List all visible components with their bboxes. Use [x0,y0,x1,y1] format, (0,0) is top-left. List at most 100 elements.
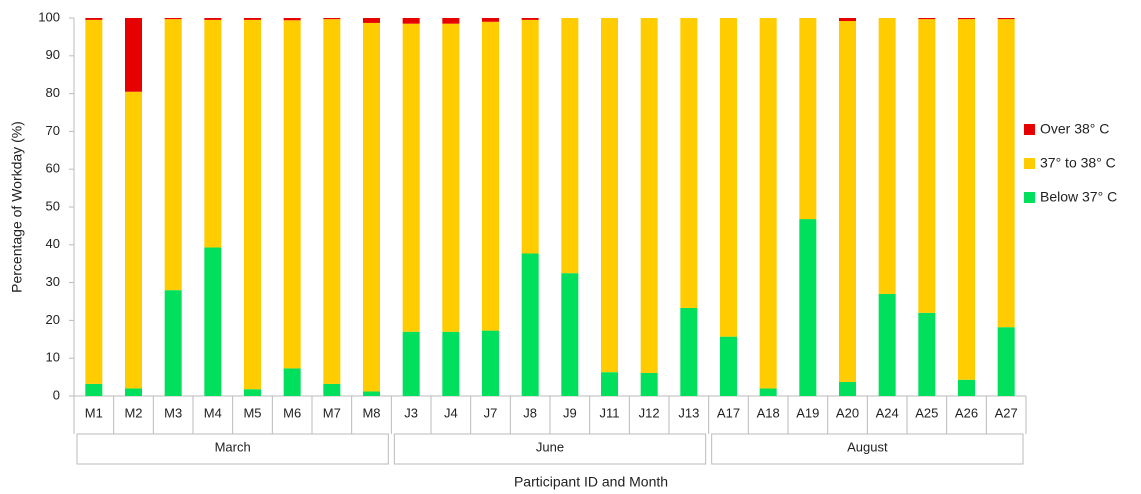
bar-segment [204,19,222,248]
y-axis-title: Percentage of Workday (%) [9,121,25,293]
bar-segment [363,22,380,392]
bar-segment [839,382,856,396]
y-tick-label: 50 [46,198,60,213]
bar-segment [283,20,301,369]
x-tick-label: J12 [639,405,660,420]
x-tick-label: M5 [243,405,261,420]
bar-segment [680,18,698,308]
x-tick-label: A27 [995,405,1018,420]
bar-segment [363,391,380,396]
x-tick-label: A18 [757,405,780,420]
bar-segment [85,18,103,20]
legend-text: Below 37° C [1040,189,1117,205]
y-tick-label: 90 [46,47,60,62]
legend-text: 37° to 38° C [1040,155,1116,171]
bar-segment [958,19,975,380]
bar-segment [759,18,777,389]
bar-segment [958,379,975,396]
legend-swatch [1024,158,1035,169]
bar-segment [918,18,936,20]
bar-segment [878,18,896,294]
x-tick-label: J13 [678,405,699,420]
group-label: August [847,439,888,454]
bar-segment [402,23,420,332]
bar-segment [323,18,341,20]
x-tick-label: J4 [444,405,458,420]
group-label: June [536,439,564,454]
y-tick-label: 0 [53,387,60,402]
x-tick-label: M7 [323,405,341,420]
x-tick-label: M8 [362,405,380,420]
bar-segment [125,388,142,396]
x-tick-label: M2 [124,405,142,420]
bar-segment [640,18,658,373]
bar-segment [244,389,261,396]
bar-segment [521,253,539,396]
x-tick-label: A20 [836,405,859,420]
bar-segment [363,18,380,23]
y-tick-label: 10 [46,350,60,365]
y-tick-label: 100 [38,9,60,24]
x-tick-label: J9 [563,405,577,420]
bar-segment [125,18,142,92]
x-tick-label: A19 [796,405,819,420]
bar-segment [482,330,499,396]
bar-segment [482,21,499,331]
bar-segment [839,21,856,383]
x-tick-label: J3 [404,405,418,420]
y-tick-label: 30 [46,274,60,289]
bar-segment [323,383,341,396]
bar-segment [521,18,539,20]
legend-text: Over 38° C [1040,121,1109,137]
bar-segment [482,18,499,22]
x-tick-label: A26 [955,405,978,420]
bar-segment [323,19,341,384]
bar-segment [839,18,856,22]
y-tick-label: 20 [46,312,60,327]
bar-segment [85,19,103,384]
x-tick-label: M4 [204,405,222,420]
bar-segment [244,18,261,20]
y-tick-label: 60 [46,161,60,176]
bar-segment [799,18,817,220]
bar-segment [204,18,222,20]
x-tick-label: J8 [523,405,537,420]
bar-segment [601,372,618,396]
group-box [711,433,1024,465]
bar-segment [601,18,618,373]
bar-segment [680,307,698,396]
bar-segment [402,18,420,24]
x-tick-label: J7 [484,405,498,420]
bar-segment [125,91,142,389]
bar-segment [561,18,579,274]
x-axis-title: Participant ID and Month [514,474,668,490]
group-box [393,433,707,465]
x-tick-label: M3 [164,405,182,420]
bar-segment [164,290,182,396]
bar-segment [204,247,222,396]
bar-segment [997,327,1015,396]
bar-segment [878,293,896,396]
legend-swatch [1024,124,1035,135]
bar-segment [85,383,103,396]
x-tick-label: A17 [717,405,740,420]
bar-segment [958,18,975,20]
bar-segment [759,388,777,396]
group-label: March [215,439,251,454]
bar-segment [997,18,1015,20]
bar-segment [918,19,936,313]
bar-segment [561,273,579,396]
bar-segment [799,219,817,396]
bar-segment [640,372,658,396]
legend-swatch [1024,192,1035,203]
bar-segment [164,18,182,20]
bar-segment [720,18,737,337]
bar-segment [283,18,301,21]
bar-segment [997,19,1015,328]
x-tick-label: J11 [600,405,620,420]
x-tick-label: M1 [85,405,103,420]
bar-segment [918,312,936,396]
bar-segment [442,18,460,24]
x-tick-label: A25 [915,405,938,420]
